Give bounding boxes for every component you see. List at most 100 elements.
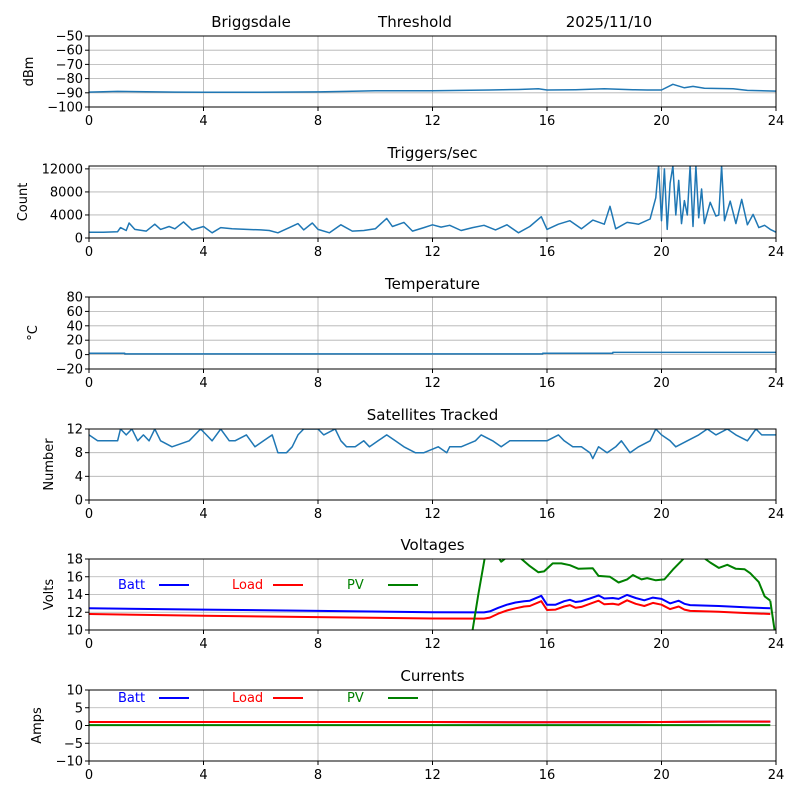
legend-label-load: Load bbox=[232, 578, 263, 593]
x-tick-label: 12 bbox=[424, 637, 441, 652]
x-tick-label: 12 bbox=[424, 245, 441, 260]
x-tick-label: 16 bbox=[539, 245, 556, 260]
x-tick-label: 24 bbox=[768, 768, 785, 783]
x-tick-label: 24 bbox=[768, 637, 785, 652]
y-tick-label: 0 bbox=[75, 348, 83, 363]
x-tick-label: 8 bbox=[314, 245, 322, 260]
x-tick-label: 20 bbox=[653, 245, 670, 260]
x-tick-label: 12 bbox=[424, 507, 441, 522]
y-tick-label: −70 bbox=[56, 58, 83, 73]
y-tick-label: −90 bbox=[56, 86, 83, 101]
header-mode: Threshold bbox=[377, 13, 452, 31]
x-tick-label: 20 bbox=[653, 768, 670, 783]
x-tick-label: 4 bbox=[199, 376, 207, 391]
series-line-batt bbox=[89, 593, 771, 614]
legend-label-load: Load bbox=[232, 691, 263, 706]
x-tick-label: 8 bbox=[314, 114, 322, 129]
y-tick-label: −100 bbox=[47, 101, 83, 116]
panel-triggers: 0 4 8 12 16 20 24 0 4000 8000 12000 Triggers/sec Cou… bbox=[16, 144, 784, 260]
x-tick-label: 20 bbox=[653, 114, 670, 129]
series-line-temperature bbox=[89, 351, 776, 355]
x-tick-label: 8 bbox=[314, 768, 322, 783]
y-tick-label: 5 bbox=[75, 701, 83, 716]
panel-threshold: 0 4 8 12 16 20 24 −100−90−80−70−60−50 dBm bbox=[22, 30, 784, 130]
y-tick-label: 0 bbox=[75, 719, 83, 734]
y-tick-label: 4000 bbox=[50, 208, 83, 223]
panel-title: Temperature bbox=[384, 275, 480, 293]
legend-label-batt: Batt bbox=[118, 578, 145, 593]
y-tick-label: 4 bbox=[75, 470, 83, 485]
x-tick-label: 12 bbox=[424, 376, 441, 391]
series-line-satellites bbox=[89, 429, 776, 460]
series-line-pv bbox=[471, 559, 771, 630]
header-station: Briggsdale bbox=[211, 13, 291, 31]
y-axis-label: Count bbox=[16, 183, 31, 222]
y-tick-label: −60 bbox=[56, 44, 83, 59]
x-tick-label: 16 bbox=[539, 507, 556, 522]
y-tick-label: 18 bbox=[66, 553, 83, 568]
x-tick-label: 8 bbox=[314, 376, 322, 391]
y-tick-label: −80 bbox=[56, 72, 83, 87]
y-tick-label: 8 bbox=[75, 446, 83, 461]
x-tick-label: 12 bbox=[424, 768, 441, 783]
series-line-load bbox=[89, 720, 771, 724]
legend-label-batt: Batt bbox=[118, 691, 145, 706]
y-tick-label: 14 bbox=[66, 588, 83, 603]
header-date: 2025/11/10 bbox=[566, 13, 652, 31]
y-tick-label: −50 bbox=[56, 30, 83, 45]
panel-title: Satellites Tracked bbox=[367, 406, 498, 424]
x-tick-label: 4 bbox=[199, 114, 207, 129]
panel-satellites: 0 4 8 12 16 20 24 0 4 8 12 Satellites Tracked Number bbox=[42, 406, 784, 522]
x-tick-label: 24 bbox=[768, 114, 785, 129]
y-tick-label: 60 bbox=[66, 305, 83, 320]
x-tick-label: 4 bbox=[199, 245, 207, 260]
x-tick-label: 24 bbox=[768, 376, 785, 391]
y-tick-label: 0 bbox=[75, 232, 83, 247]
y-tick-label: −20 bbox=[56, 363, 83, 378]
y-tick-label: 20 bbox=[66, 334, 83, 349]
x-tick-label: 0 bbox=[85, 507, 93, 522]
y-axis-label: Amps bbox=[30, 707, 45, 744]
x-tick-label: 20 bbox=[653, 637, 670, 652]
panel-currents: 0 4 8 12 16 20 24 −10 −5 0 5 10 Currents Amps Batt Load… bbox=[30, 667, 784, 783]
legend-label-pv: PV bbox=[347, 578, 364, 593]
panel-title: Currents bbox=[400, 667, 464, 685]
y-tick-label: 12 bbox=[66, 606, 83, 621]
panel-voltages: 0 4 8 12 16 20 24 10 12 14 16 18 Voltages Volts Batt Lo… bbox=[42, 536, 784, 652]
x-tick-label: 0 bbox=[85, 768, 93, 783]
series-line-threshold bbox=[89, 83, 776, 93]
series-line-pv-tail bbox=[769, 600, 776, 630]
y-tick-label: 0 bbox=[75, 494, 83, 509]
x-tick-label: 16 bbox=[539, 376, 556, 391]
x-tick-label: 20 bbox=[653, 507, 670, 522]
x-tick-label: 16 bbox=[539, 114, 556, 129]
y-tick-label: 80 bbox=[66, 291, 83, 306]
y-tick-label: 40 bbox=[66, 319, 83, 334]
y-tick-label: 12 bbox=[66, 423, 83, 438]
x-tick-label: 0 bbox=[85, 114, 93, 129]
x-tick-label: 4 bbox=[199, 507, 207, 522]
y-axis-label: Volts bbox=[42, 579, 57, 611]
y-tick-label: 12000 bbox=[42, 162, 83, 177]
x-tick-label: 24 bbox=[768, 245, 785, 260]
legend-label-pv: PV bbox=[347, 691, 364, 706]
series-line-triggers bbox=[89, 166, 776, 234]
y-tick-label: 8000 bbox=[50, 185, 83, 200]
x-tick-label: 16 bbox=[539, 768, 556, 783]
y-tick-label: 16 bbox=[66, 570, 83, 585]
x-tick-label: 20 bbox=[653, 376, 670, 391]
y-axis-label: Number bbox=[42, 438, 57, 491]
x-tick-label: 8 bbox=[314, 507, 322, 522]
x-tick-label: 24 bbox=[768, 507, 785, 522]
panel-title: Triggers/sec bbox=[387, 144, 478, 162]
y-axis-label: dBm bbox=[22, 57, 37, 87]
y-tick-label: 10 bbox=[66, 684, 83, 699]
y-tick-label: −5 bbox=[64, 737, 83, 752]
x-tick-label: 4 bbox=[199, 768, 207, 783]
x-tick-label: 4 bbox=[199, 637, 207, 652]
series-line-load bbox=[89, 599, 771, 620]
x-tick-label: 0 bbox=[85, 637, 93, 652]
x-tick-label: 0 bbox=[85, 245, 93, 260]
